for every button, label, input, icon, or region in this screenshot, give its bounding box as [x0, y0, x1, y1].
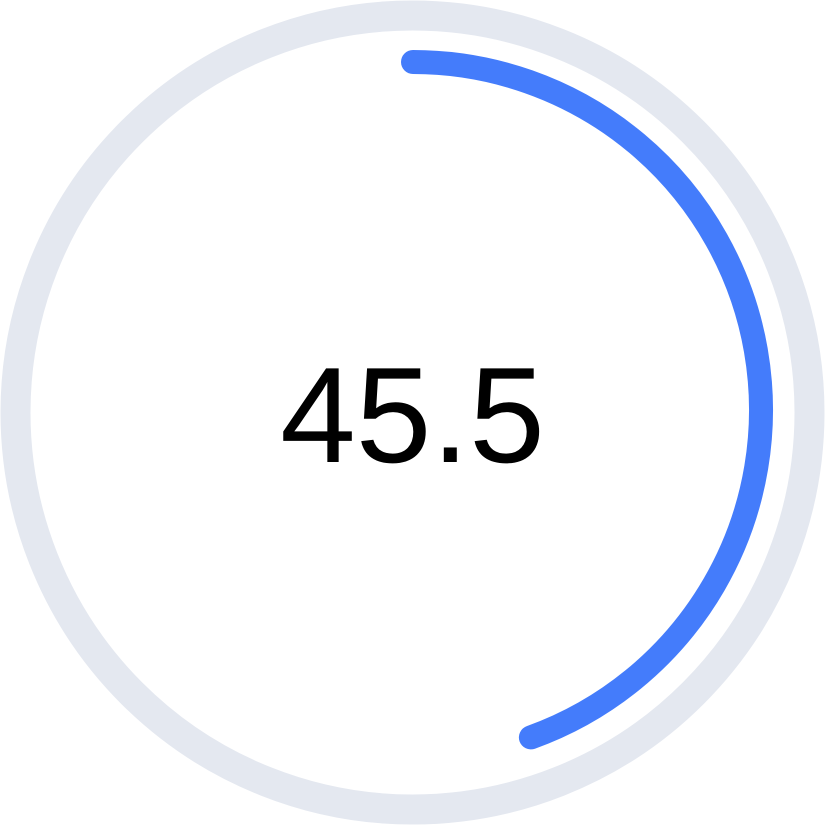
gauge-progress-arc [401, 50, 773, 750]
